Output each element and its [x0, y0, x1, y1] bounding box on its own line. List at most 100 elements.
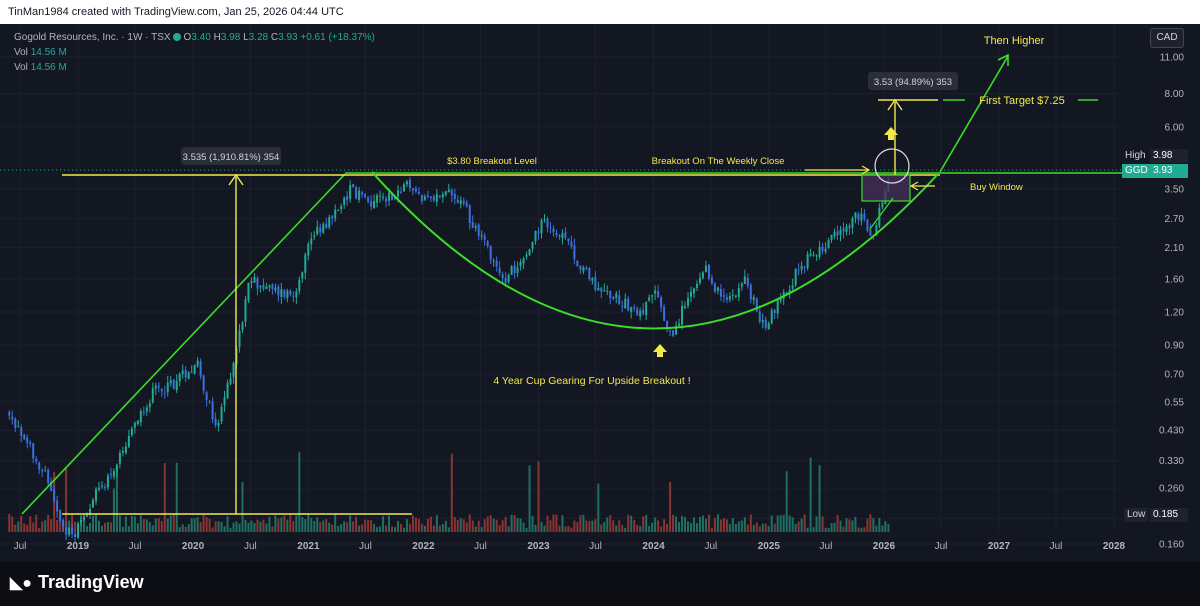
candle-body [740, 283, 743, 287]
candle-body [642, 309, 645, 314]
candle-body [704, 265, 707, 273]
candle-body [453, 193, 456, 199]
symbol-name[interactable]: Gogold Resources, Inc. · 1W · TSX [14, 32, 171, 43]
candle-body [154, 385, 157, 389]
volume-bar [678, 521, 681, 532]
candle-body [286, 290, 289, 298]
volume-bar [256, 519, 259, 532]
candle-body [38, 462, 41, 470]
candle-body [621, 305, 624, 307]
volume-bar [612, 520, 615, 532]
candle-body [854, 212, 857, 219]
candle-body [797, 270, 800, 272]
candle-body [549, 227, 552, 229]
volume-bar [713, 517, 716, 532]
candle-body [277, 286, 280, 296]
candle-body [812, 254, 815, 256]
volume-bar [710, 527, 713, 532]
volume-bar [35, 514, 38, 532]
candle-body [773, 309, 776, 314]
price-chart[interactable]: 3.535 (1,910.81%) 354 $3.80 Breakout Lev… [0, 24, 1200, 562]
candle-body [238, 330, 241, 348]
volume-bar [253, 522, 256, 532]
brand-name: TradingView [37, 572, 144, 592]
candle-body [468, 205, 471, 223]
volume-bar [145, 519, 148, 532]
volume-bar [648, 525, 651, 532]
volume-bar [884, 521, 887, 532]
volume-bar [785, 471, 788, 532]
candle-body [681, 306, 684, 325]
candle-body [429, 196, 432, 198]
volume-bar [585, 520, 588, 532]
volume-bar [402, 527, 405, 532]
candle-body [71, 527, 74, 534]
volume-bar [695, 523, 698, 532]
candle-body [187, 372, 190, 379]
cup-curve [371, 171, 939, 330]
volume-bar [594, 519, 597, 532]
x-tick-label: Jul [14, 541, 27, 552]
candle-body [172, 379, 175, 389]
candle-body [687, 298, 690, 306]
volume-bar [247, 522, 250, 532]
low-tag-label: Low [1124, 508, 1149, 522]
candle-body [690, 291, 693, 297]
volume-bar [235, 521, 238, 532]
candle-body [731, 294, 734, 296]
candle-body [495, 260, 498, 267]
candle-body [414, 188, 417, 192]
candle-body [537, 231, 540, 234]
volume-bar [411, 515, 414, 532]
candle-body [259, 285, 262, 288]
candle-body [645, 301, 648, 315]
y-tick-label: 8.00 [1165, 89, 1185, 100]
y-tick-label: 3.50 [1165, 184, 1185, 195]
candle-body [758, 311, 761, 322]
volume-bar [486, 516, 489, 532]
candle-body [199, 361, 202, 377]
candle-body [337, 209, 340, 211]
candle-body [564, 232, 567, 238]
volume-bar [29, 516, 32, 532]
candle-body [522, 258, 525, 264]
chart-area[interactable]: 3.535 (1,910.81%) 354 $3.80 Breakout Lev… [0, 24, 1200, 562]
candle-body [761, 320, 764, 323]
candle-body [570, 241, 573, 247]
volume-bar [444, 520, 447, 532]
high-tag-label: High [1122, 149, 1149, 163]
y-tick-label: 1.20 [1165, 308, 1185, 319]
volume-bar [833, 522, 836, 532]
volume-bar [639, 526, 642, 532]
candle-body [558, 235, 561, 237]
volume-bar [163, 463, 166, 532]
candle-body [510, 266, 513, 276]
candle-body [788, 289, 791, 294]
candle-body [860, 213, 863, 222]
x-tick-label: Jul [1050, 541, 1063, 552]
candle-body [241, 322, 244, 330]
volume-bar [543, 525, 546, 532]
candle-body [498, 267, 501, 274]
volume-line[interactable]: Vol 14.56 M [14, 47, 67, 58]
x-tick-label: 2022 [412, 541, 435, 552]
candle-body [767, 323, 770, 330]
candle-body [343, 197, 346, 205]
volume-bar [115, 470, 118, 532]
volume-bar [214, 521, 217, 532]
candle-body [328, 216, 331, 228]
volume-bar [794, 523, 797, 532]
volume-bar [453, 516, 456, 532]
buy-window-label: Buy Window [970, 182, 1023, 193]
volume-bar [307, 514, 310, 532]
candle-body [423, 196, 426, 200]
volume-bar [175, 462, 178, 532]
volume-bar [220, 521, 223, 532]
candle-body [408, 179, 411, 188]
currency-button[interactable]: CAD [1150, 28, 1184, 48]
volume-bar [322, 520, 325, 532]
candle-body [603, 290, 606, 292]
volume-line-2[interactable]: Vol 14.56 M [14, 62, 67, 73]
candle-body [639, 310, 642, 317]
candle-body [507, 275, 510, 282]
